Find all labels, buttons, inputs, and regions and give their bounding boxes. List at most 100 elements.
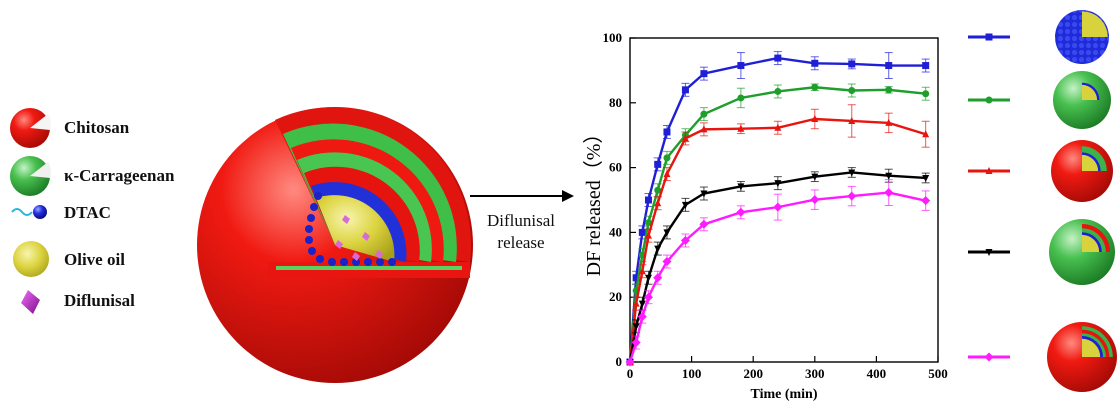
dtac-legend-item: DTAC xyxy=(11,203,111,222)
dtac-bead xyxy=(388,258,396,266)
legend-item-5 xyxy=(968,322,1117,392)
diflunisal-legend-item: Diflunisal xyxy=(21,290,135,314)
dtac-head-icon xyxy=(33,205,47,219)
data-point xyxy=(644,274,652,282)
data-point xyxy=(663,128,671,136)
dtac-bead xyxy=(314,192,322,200)
y-tick-label: 40 xyxy=(609,224,622,239)
data-point xyxy=(737,124,745,132)
dtac-label: DTAC xyxy=(64,203,111,222)
x-tick-label: 200 xyxy=(743,366,763,381)
x-tick-label: 0 xyxy=(627,366,634,381)
data-point xyxy=(653,273,663,283)
data-point xyxy=(737,94,745,102)
y-tick-label: 100 xyxy=(603,30,623,45)
y-tick-label: 80 xyxy=(609,95,622,110)
bottom-ring-green xyxy=(276,266,462,270)
data-point xyxy=(644,231,652,239)
arrow-head xyxy=(562,190,574,202)
arrow-label-line1: Diflunisal xyxy=(487,211,555,230)
dtac-bead-ring xyxy=(305,192,396,266)
data-point xyxy=(810,195,820,205)
y-tick-label: 0 xyxy=(616,354,623,369)
dtac-bead xyxy=(376,258,384,266)
data-point xyxy=(681,201,689,209)
capsule-layer xyxy=(1082,154,1099,171)
data-point xyxy=(811,59,819,67)
diflunisal-particle xyxy=(362,232,370,241)
data-point xyxy=(737,62,745,70)
data-point xyxy=(885,118,893,126)
data-point xyxy=(680,236,690,245)
data-point xyxy=(773,202,783,212)
data-point xyxy=(654,160,662,168)
x-axis: 0 100 200 300 400 500 xyxy=(627,356,948,381)
arrow-label-line2: release xyxy=(497,233,544,252)
diflunisal-icon xyxy=(21,290,40,314)
x-tick-label: 300 xyxy=(805,366,825,381)
capsule-icon-1 xyxy=(1055,10,1109,64)
y-axis: 0 20 40 60 80 100 xyxy=(603,30,636,369)
olive-oil-legend-item: Olive oil xyxy=(13,241,125,277)
data-point xyxy=(884,188,894,198)
series-line xyxy=(628,117,927,363)
cutaway-oil-core xyxy=(316,195,395,262)
capsule-icon-3 xyxy=(1051,140,1113,202)
series-3 xyxy=(626,104,930,365)
data-point xyxy=(644,219,652,227)
x-tick-label: 500 xyxy=(928,366,948,381)
capsule-layer xyxy=(1082,84,1098,100)
legend-marker xyxy=(984,352,994,362)
data-point xyxy=(922,174,930,182)
data-point xyxy=(638,300,646,308)
release-arrow: Diflunisal release xyxy=(470,190,574,252)
data-point xyxy=(631,338,641,348)
dtac-tail-icon xyxy=(11,208,33,216)
data-point xyxy=(643,292,653,302)
data-point xyxy=(921,196,931,206)
x-tick-label: 400 xyxy=(867,366,887,381)
capsule-layer xyxy=(1082,338,1101,357)
dtac-bead xyxy=(305,225,313,233)
data-point xyxy=(922,90,930,98)
olive-oil-label: Olive oil xyxy=(64,250,125,269)
data-point xyxy=(885,172,893,180)
material-legend: Chitosan κ-Carrageenan DTAC Olive oil Di… xyxy=(10,108,175,314)
capsule-icon-5 xyxy=(1047,322,1117,392)
dtac-bead xyxy=(340,258,348,266)
chitosan-label: Chitosan xyxy=(64,118,130,137)
diflunisal-particle xyxy=(342,215,350,224)
dtac-bead xyxy=(305,236,313,244)
carrageenan-icon-cut xyxy=(30,162,51,178)
x-tick-label: 100 xyxy=(682,366,702,381)
data-point xyxy=(848,86,856,94)
series-group xyxy=(625,51,931,367)
series-5 xyxy=(625,179,931,367)
data-point xyxy=(700,190,708,198)
capsule-layer xyxy=(1082,234,1100,252)
y-tick-label: 60 xyxy=(609,160,622,175)
legend-marker xyxy=(985,167,993,174)
y-axis-title: DF released（%） xyxy=(582,124,605,277)
data-point xyxy=(638,267,646,275)
data-point xyxy=(885,86,893,94)
data-point xyxy=(625,357,635,367)
diflunisal-label: Diflunisal xyxy=(64,291,135,310)
data-point xyxy=(644,196,652,204)
data-point xyxy=(654,199,662,207)
diflunisal-particle xyxy=(335,240,343,249)
data-point xyxy=(922,130,930,138)
legend-item-1 xyxy=(968,10,1109,64)
dtac-bead xyxy=(307,214,315,222)
legend-item-2 xyxy=(968,71,1111,129)
carrageenan-legend-item: κ-Carrageenan xyxy=(10,156,175,196)
plot-frame xyxy=(629,37,939,363)
data-point xyxy=(847,191,857,201)
data-point xyxy=(681,86,689,94)
dtac-bead xyxy=(308,247,316,255)
data-point xyxy=(637,312,647,322)
data-point xyxy=(699,219,709,229)
nanocapsule-illustration xyxy=(197,107,473,383)
data-point xyxy=(774,54,782,62)
data-point xyxy=(848,169,856,177)
